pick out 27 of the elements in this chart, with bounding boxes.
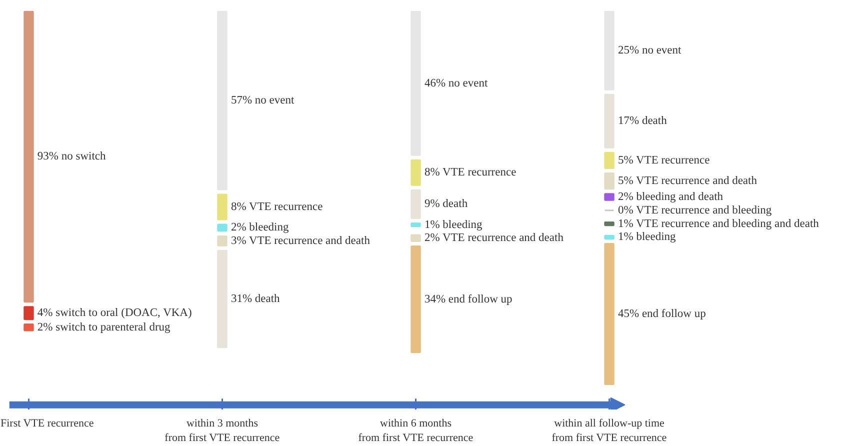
- data-label: 5% VTE recurrence: [618, 154, 710, 166]
- data-label: 93% no switch: [37, 150, 106, 163]
- data-label: 9% death: [424, 198, 468, 210]
- data-label: 2% bleeding: [230, 222, 289, 234]
- category-label: within all follow-up time from first VTE recurrence: [552, 418, 667, 444]
- data-label: 0% VTE recurrence and bleeding: [618, 204, 772, 216]
- category-label: within 6 months from first VTE recurrence: [358, 418, 474, 444]
- data-label: 2% VTE recurrence and death: [424, 232, 564, 244]
- data-label: 3% VTE recurrence and death: [230, 234, 370, 247]
- data-label: 1% VTE recurrence and bleeding and death: [618, 218, 820, 230]
- data-label: 4% switch to oral (DOAC, VKA): [37, 307, 192, 320]
- data-label: 1% bleeding: [424, 218, 483, 231]
- data-label: 17% death: [618, 115, 668, 128]
- data-label: 57% no event: [230, 94, 295, 107]
- category-label: within 3 months from first VTE recurrence: [164, 418, 280, 444]
- data-label: 25% no event: [618, 44, 682, 57]
- data-label: 34% end follow up: [424, 293, 513, 306]
- data-label: 2% switch to parenteral drug: [37, 321, 171, 334]
- data-label: 8% VTE recurrence: [230, 200, 323, 213]
- data-label: 45% end follow up: [618, 308, 706, 320]
- data-label: 8% VTE recurrence: [424, 166, 516, 179]
- data-label: 1% bleeding: [618, 231, 676, 244]
- data-label: 31% death: [230, 293, 280, 306]
- data-label: 5% VTE recurrence and death: [618, 175, 758, 188]
- category-label: First VTE recurrence: [0, 418, 94, 430]
- data-label: 46% no event: [424, 77, 489, 90]
- data-label: 2% bleeding and death: [618, 190, 724, 203]
